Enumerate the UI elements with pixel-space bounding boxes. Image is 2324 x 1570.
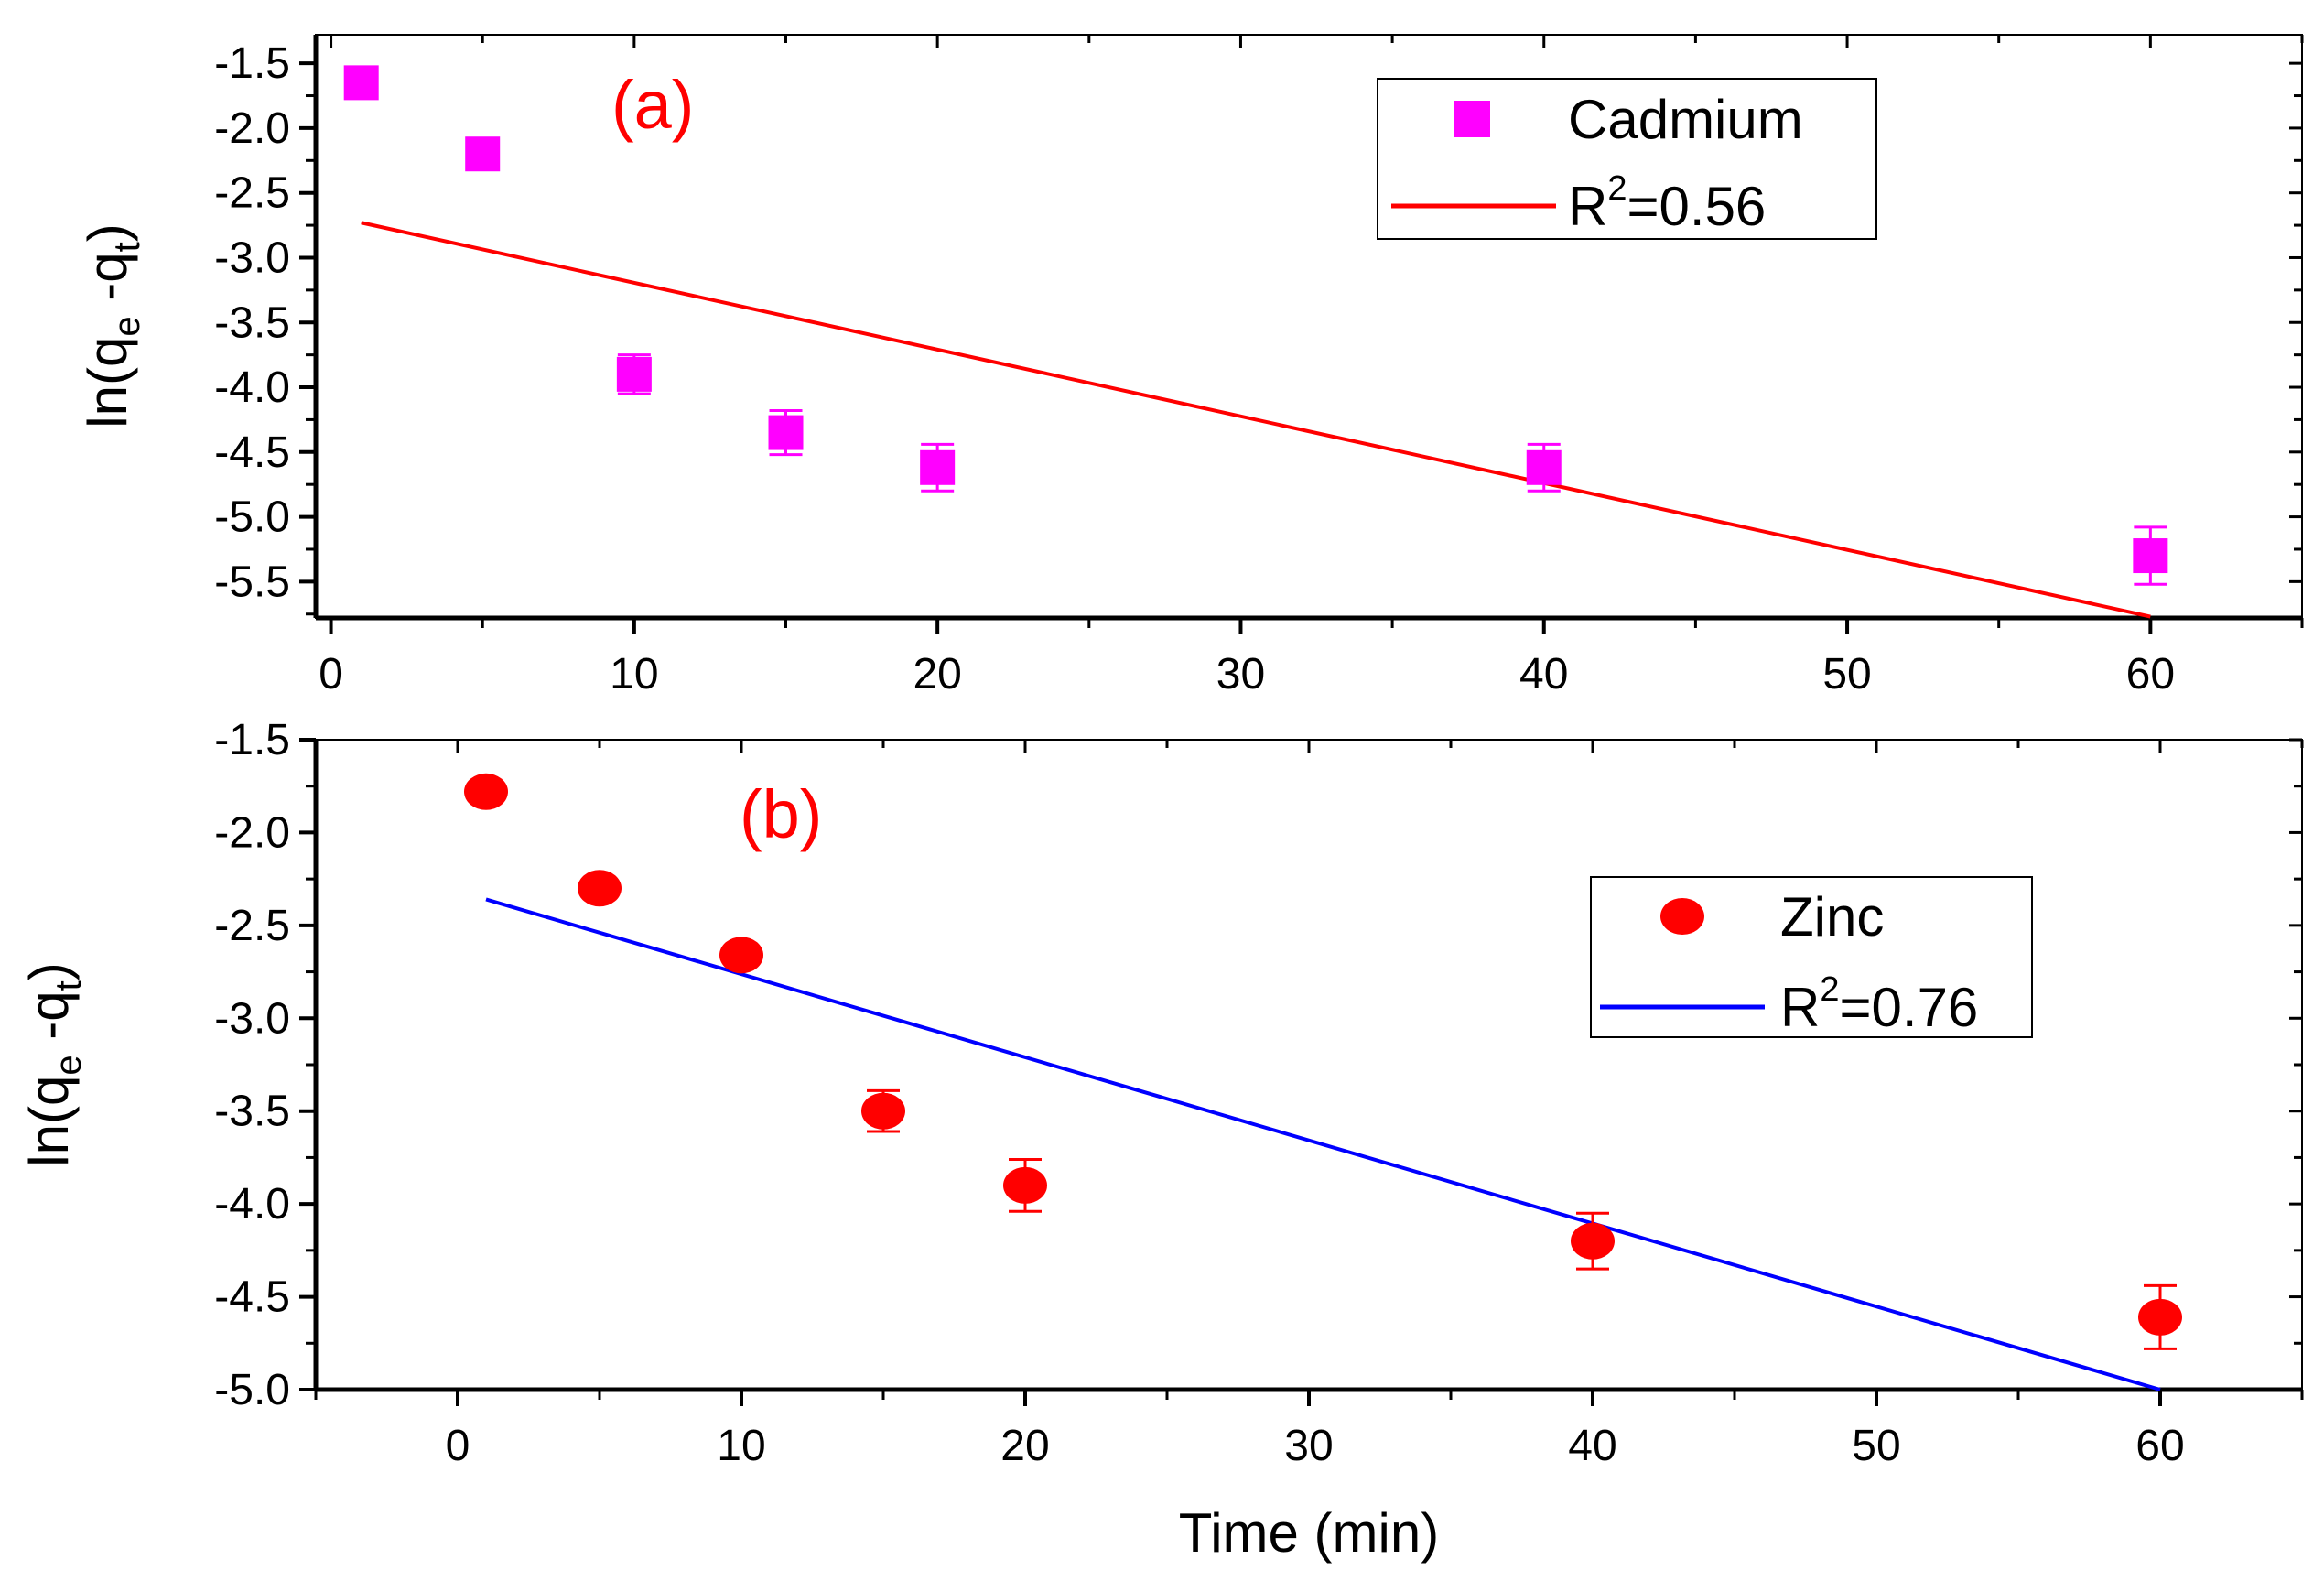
y-axis-title: ln(qe -qt) [77, 223, 147, 428]
x-tick-label: 60 [2135, 1422, 2184, 1470]
legend-series-name: Zinc [1780, 886, 1884, 947]
x-tick-label: 30 [1284, 1422, 1333, 1470]
x-tick-label: 50 [1822, 650, 1871, 698]
x-axis-title: Time (min) [1179, 1502, 1439, 1564]
legend-series-name: Cadmium [1568, 89, 1803, 150]
y-tick-label: -4.5 [214, 1273, 290, 1322]
x-tick-label: 20 [913, 650, 961, 698]
data-point-circle [1571, 1222, 1615, 1260]
data-point-circle [719, 937, 763, 974]
x-tick-label: 30 [1216, 650, 1265, 698]
x-tick-label: 60 [2126, 650, 2175, 698]
plot-frame [315, 739, 2303, 1391]
legend-fit-label-superscript: 2 [1607, 169, 1627, 208]
legend-fit-label-base: R [1780, 977, 1820, 1038]
legend-fit-label-base: R [1568, 176, 1607, 237]
y-tick-label: -3.0 [214, 233, 290, 282]
y-axis-title-subscript: t [49, 980, 89, 991]
y-axis-title-subscript: t [107, 242, 147, 252]
data-point-circle [1003, 1166, 1047, 1204]
y-tick-label: -2.0 [214, 104, 290, 153]
legend: Cadmium R2=0.56 [1377, 78, 1877, 240]
panel-label: (b) [740, 776, 822, 852]
y-tick-label: -5.0 [214, 1366, 290, 1414]
y-axis-title-part: -q [18, 991, 80, 1055]
legend: Zinc R2=0.76 [1590, 876, 2033, 1038]
y-axis-title-subscript: e [49, 1055, 89, 1075]
data-point-square [343, 65, 379, 101]
y-axis-title-subscript: e [107, 316, 147, 336]
data-point-square [1526, 449, 1562, 485]
y-axis-title-part: -q [77, 252, 138, 316]
y-tick-label: -4.0 [214, 363, 290, 412]
y-axis-title: ln(qe -qt) [18, 962, 89, 1166]
panel-label: (a) [611, 67, 694, 143]
x-tick-label: 50 [1852, 1422, 1900, 1470]
legend-fit-label-value: =0.76 [1839, 977, 1978, 1038]
legend-fit-label-value: =0.56 [1627, 176, 1766, 237]
y-tick-label: -4.5 [214, 428, 290, 477]
y-axis-title-part: ) [18, 962, 80, 980]
y-tick-label: -1.5 [214, 39, 290, 88]
data-point-square [616, 356, 652, 392]
legend-fit-label-superscript: 2 [1820, 970, 1839, 1009]
panel-b-zinc: 0 10 20 30 40 50 60 -1.5 -2.0 -2.5 -3.0 -3.5 -4.0 -4.… [18, 716, 2304, 1564]
data-point-square [465, 136, 501, 172]
y-tick-label: -2.0 [214, 808, 290, 857]
y-tick-label: -5.0 [214, 493, 290, 542]
fit-line [361, 221, 2151, 619]
y-tick-label: -4.0 [214, 1180, 290, 1229]
legend-marker-circle [1660, 898, 1704, 935]
x-tick-label: 20 [1000, 1422, 1049, 1470]
legend-fit-label: R2=0.56 [1568, 169, 1766, 237]
x-tick-label: 40 [1568, 1422, 1616, 1470]
fit-line [485, 897, 2161, 1391]
x-tick-label: 40 [1519, 650, 1568, 698]
data-point-square [768, 415, 804, 450]
y-axis-title-part: ) [77, 223, 138, 242]
data-point-circle [578, 870, 622, 907]
data-point-square [920, 449, 956, 485]
y-tick-label: -5.5 [214, 558, 290, 606]
y-tick-label: -3.5 [214, 298, 290, 347]
y-axis-title-part: ln(q [18, 1076, 80, 1167]
legend-marker-square [1454, 101, 1490, 137]
x-tick-label: 10 [717, 1422, 765, 1470]
data-point-square [2133, 538, 2168, 574]
y-tick-label: -3.0 [214, 994, 290, 1043]
x-tick-label: 10 [610, 650, 658, 698]
y-tick-label: -1.5 [214, 716, 290, 764]
data-point-circle [861, 1092, 905, 1130]
x-tick-label: 0 [446, 1422, 470, 1470]
y-tick-label: -3.5 [214, 1088, 290, 1136]
legend-box [1590, 876, 2033, 1038]
data-point-circle [464, 773, 508, 810]
x-tick-label: 0 [319, 650, 343, 698]
panel-a-cadmium: 0 10 20 30 40 50 60 -1.5 -2.0 -2.5 -3.0 -3.5 -4.0 -4.… [77, 34, 2304, 698]
y-tick-label: -2.5 [214, 169, 290, 218]
legend-fit-label: R2=0.76 [1780, 970, 1978, 1038]
y-tick-label: -2.5 [214, 902, 290, 950]
data-point-circle [2138, 1298, 2182, 1336]
y-axis-title-part: ln(q [77, 337, 138, 428]
